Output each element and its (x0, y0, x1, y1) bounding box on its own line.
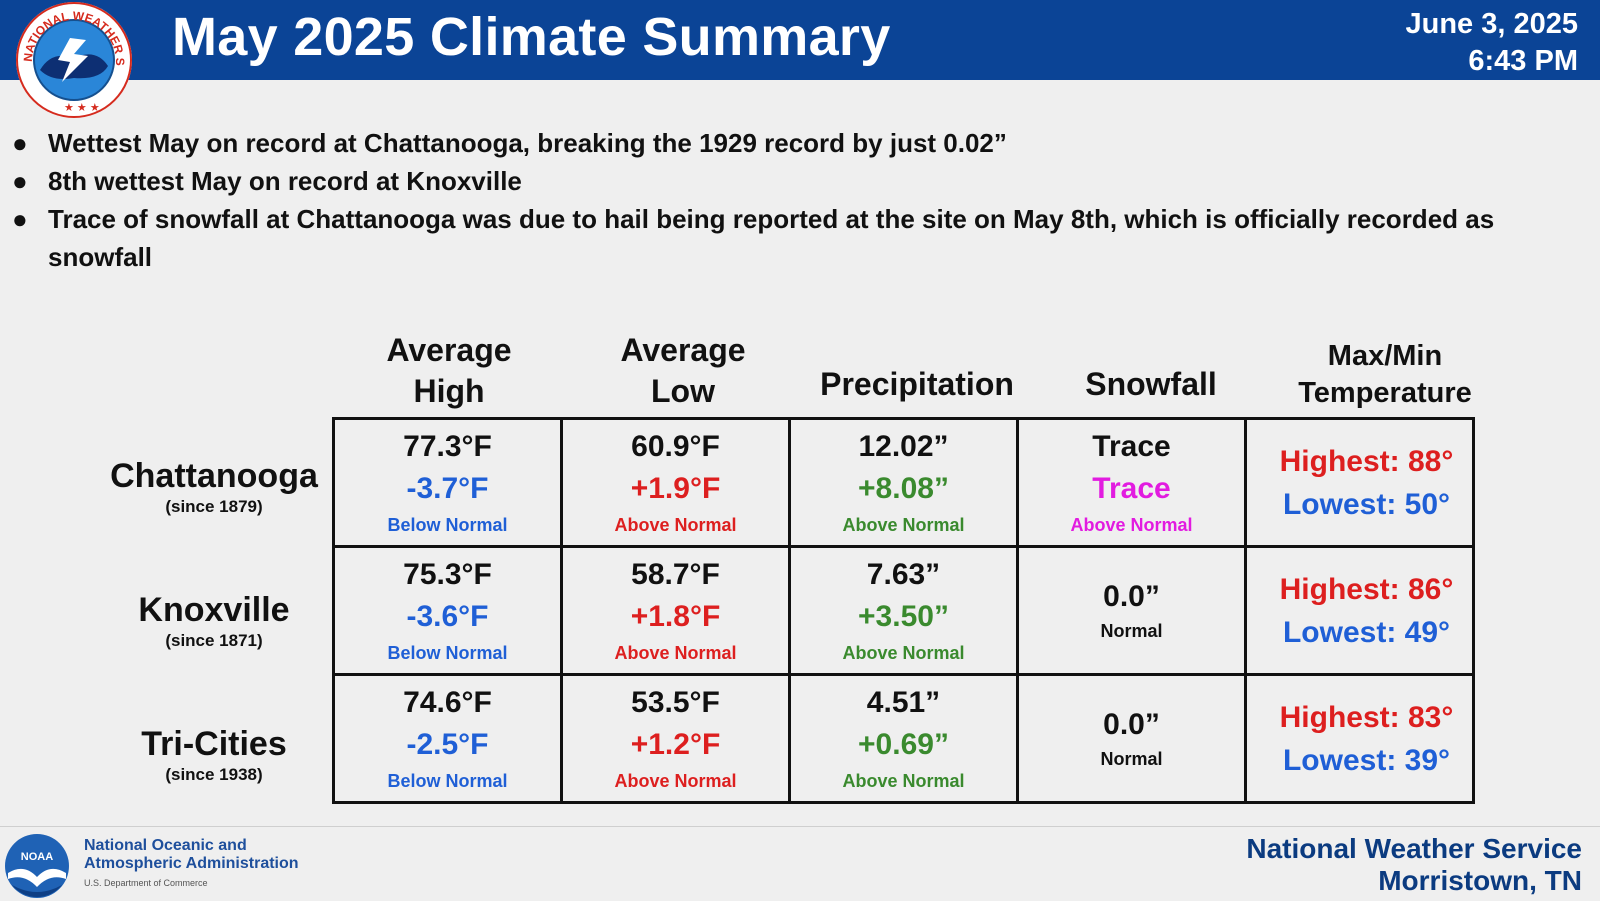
nws-logo-icon: NATIONAL WEATHER SERVICE ★ ★ ★ (12, 0, 132, 118)
cell-avg-high: 75.3°F -3.6°F Below Normal (332, 545, 563, 676)
cell-precipitation: 4.51” +0.69” Above Normal (788, 673, 1019, 804)
bullet-item: ● Wettest May on record at Chattanooga, b… (12, 128, 1007, 158)
cell-avg-high: 77.3°F -3.7°F Below Normal (332, 417, 563, 548)
cell-maxmin: Highest: 86° Lowest: 49° (1244, 545, 1475, 676)
table-row: 75.3°F -3.6°F Below Normal 58.7°F +1.8°F… (332, 545, 1475, 676)
noaa-name: National Oceanic and Atmospheric Adminis… (84, 837, 299, 888)
table-row: 74.6°F -2.5°F Below Normal 53.5°F +1.2°F… (332, 673, 1475, 804)
row-label-tri-cities: Tri-Cities (since 1938) (141, 725, 287, 784)
cell-precipitation: 12.02” +8.08” Above Normal (788, 417, 1019, 548)
table-row: 77.3°F -3.7°F Below Normal 60.9°F +1.9°F… (332, 417, 1475, 548)
bullet-item: ● 8th wettest May on record at Knoxville (12, 166, 522, 196)
cell-avg-high: 74.6°F -2.5°F Below Normal (332, 673, 563, 804)
footer: NOAA National Oceanic and Atmospheric Ad… (0, 826, 1600, 901)
row-label-knoxville: Knoxville (since 1871) (138, 591, 290, 650)
cell-maxmin: Highest: 88° Lowest: 50° (1244, 417, 1475, 548)
cell-snowfall: 0.0” Normal (1016, 673, 1247, 804)
summary-bullets: ● Wettest May on record at Chattanooga, b… (12, 124, 1597, 276)
col-header-avg-high: Average High (386, 332, 512, 409)
cell-avg-low: 58.7°F +1.8°F Above Normal (560, 545, 791, 676)
svg-text:★ ★ ★: ★ ★ ★ (64, 102, 100, 114)
cell-snowfall: 0.0” Normal (1016, 545, 1247, 676)
row-label-chattanooga: Chattanooga (since 1879) (110, 457, 318, 516)
bullet-item: ● Trace of snowfall at Chattanooga was du… (12, 204, 1495, 272)
col-header-avg-low: Average Low (620, 332, 746, 409)
climate-table: 77.3°F -3.7°F Below Normal 60.9°F +1.9°F… (332, 417, 1475, 804)
col-header-precipitation: Precipitation (820, 366, 1014, 402)
cell-avg-low: 60.9°F +1.9°F Above Normal (560, 417, 791, 548)
issue-date: June 3, 2025 (1405, 8, 1579, 40)
header-bar: May 2025 Climate Summary June 3, 2025 6:… (0, 0, 1600, 80)
office-name: National Weather Service Morristown, TN (1246, 833, 1582, 896)
issue-time: 6:43 PM (1468, 45, 1578, 77)
noaa-logo-icon: NOAA (5, 834, 69, 898)
noaa-logo-text: NOAA (21, 851, 53, 863)
issue-datetime: June 3, 2025 6:43 PM (1406, 6, 1579, 80)
cell-avg-low: 53.5°F +1.2°F Above Normal (560, 673, 791, 804)
cell-precipitation: 7.63” +3.50” Above Normal (788, 545, 1019, 676)
cell-snowfall: Trace Trace Above Normal (1016, 417, 1247, 548)
col-header-maxmin: Max/Min Temperature (1298, 340, 1472, 409)
cell-maxmin: Highest: 83° Lowest: 39° (1244, 673, 1475, 804)
col-header-snowfall: Snowfall (1085, 366, 1217, 402)
page-title: May 2025 Climate Summary (172, 7, 891, 67)
